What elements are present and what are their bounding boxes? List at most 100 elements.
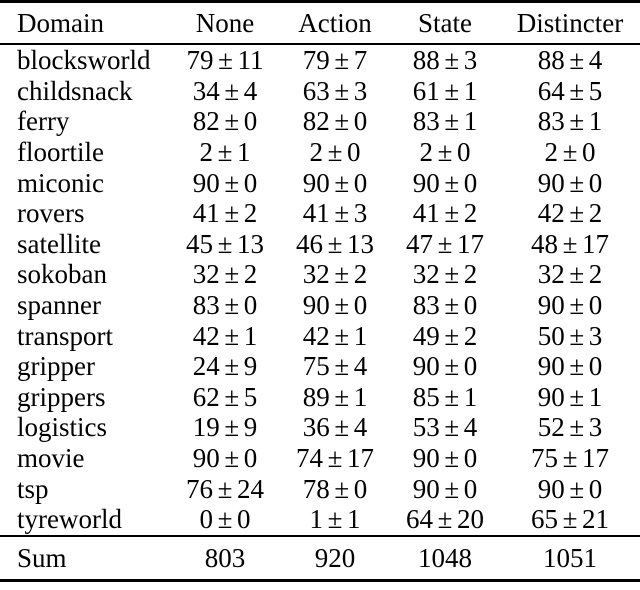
table-row: gripper 24 ±9 75 ±4 90 ±0 90 ±0 (0, 351, 640, 382)
sum-value-cell: 803 (204, 542, 246, 573)
value-cell: 74 ±17 (296, 443, 374, 474)
table-row: blocksworld 79 ±11 79 ±7 88 ±3 88 ±4 (0, 44, 640, 76)
value-cell: 0 ±0 (199, 504, 251, 535)
sum-value-cell: 1048 (418, 542, 472, 573)
sum-row: Sum 803 920 1048 1051 (0, 535, 640, 581)
column-header-distincter: Distincter (516, 8, 624, 38)
domain-cell: movie (17, 443, 85, 474)
table-row: spanner 83 ±0 90 ±0 83 ±0 90 ±0 (0, 290, 640, 321)
value-cell: 90 ±0 (412, 351, 478, 382)
value-cell: 34 ±4 (192, 75, 258, 106)
value-cell: 47 ±17 (406, 228, 484, 259)
domain-cell: tyreworld (17, 504, 122, 535)
value-cell: 48 ±17 (531, 228, 609, 259)
table-row: tyreworld 0 ±0 1 ±1 64 ±20 65 ±21 (0, 504, 640, 536)
column-header-none: None (195, 8, 255, 38)
value-cell: 32 ±2 (537, 259, 603, 290)
value-cell: 82 ±0 (302, 106, 368, 137)
table-row: transport 42 ±1 42 ±1 49 ±2 50 ±3 (0, 320, 640, 351)
table-row: logistics 19 ±9 36 ±4 53 ±4 52 ±3 (0, 412, 640, 443)
table-row: miconic 90 ±0 90 ±0 90 ±0 90 ±0 (0, 167, 640, 198)
domain-cell: gripper (17, 351, 95, 382)
value-cell: 2 ±1 (199, 137, 251, 168)
value-cell: 90 ±0 (192, 167, 258, 198)
value-cell: 83 ±0 (192, 290, 258, 321)
value-cell: 75 ±4 (302, 351, 368, 382)
value-cell: 90 ±0 (412, 167, 478, 198)
value-cell: 90 ±0 (302, 167, 368, 198)
value-cell: 32 ±2 (412, 259, 478, 290)
table-row: tsp 76 ±24 78 ±0 90 ±0 90 ±0 (0, 473, 640, 504)
value-cell: 90 ±0 (192, 443, 258, 474)
domain-cell: grippers (17, 381, 106, 412)
value-cell: 2 ±0 (309, 137, 361, 168)
sum-value-cell: 1051 (543, 542, 597, 573)
sum-label: Sum (17, 542, 67, 573)
value-cell: 79 ±11 (186, 45, 264, 76)
value-cell: 88 ±4 (537, 45, 603, 76)
domain-cell: floortile (17, 137, 104, 168)
value-cell: 63 ±3 (302, 75, 368, 106)
domain-cell: miconic (17, 167, 104, 198)
domain-cell: ferry (17, 106, 70, 137)
value-cell: 64 ±5 (537, 75, 603, 106)
domain-cell: rovers (17, 198, 85, 229)
value-cell: 90 ±0 (412, 443, 478, 474)
value-cell: 88 ±3 (412, 45, 478, 76)
value-cell: 83 ±1 (412, 106, 478, 137)
table-footer: Sum 803 920 1048 1051 (0, 535, 640, 581)
value-cell: 24 ±9 (192, 351, 258, 382)
domain-cell: satellite (17, 228, 101, 259)
domain-cell: logistics (17, 412, 108, 443)
value-cell: 45 ±13 (186, 228, 264, 259)
value-cell: 90 ±0 (302, 290, 368, 321)
value-cell: 36 ±4 (302, 412, 368, 443)
value-cell: 82 ±0 (192, 106, 258, 137)
value-cell: 42 ±2 (537, 198, 603, 229)
value-cell: 53 ±4 (412, 412, 478, 443)
domain-cell: tsp (17, 473, 49, 504)
value-cell: 41 ±3 (302, 198, 368, 229)
domain-cell: blocksworld (17, 45, 151, 76)
value-cell: 83 ±0 (412, 290, 478, 321)
value-cell: 75 ±17 (531, 443, 609, 474)
value-cell: 2 ±0 (544, 137, 596, 168)
table-row: rovers 41 ±2 41 ±3 41 ±2 42 ±2 (0, 198, 640, 229)
value-cell: 79 ±7 (302, 45, 368, 76)
table-row: grippers 62 ±5 89 ±1 85 ±1 90 ±1 (0, 382, 640, 413)
table-row: ferry 82 ±0 82 ±0 83 ±1 83 ±1 (0, 106, 640, 137)
value-cell: 32 ±2 (302, 259, 368, 290)
value-cell: 41 ±2 (192, 198, 258, 229)
domain-cell: childsnack (17, 75, 133, 106)
table-row: satellite 45 ±13 46 ±13 47 ±17 48 ±17 (0, 229, 640, 260)
value-cell: 90 ±0 (537, 290, 603, 321)
column-header-state: State (418, 8, 472, 38)
table-row: childsnack 34 ±4 63 ±3 61 ±1 64 ±5 (0, 76, 640, 107)
value-cell: 52 ±3 (537, 412, 603, 443)
value-cell: 90 ±0 (537, 167, 603, 198)
value-cell: 90 ±0 (537, 473, 603, 504)
value-cell: 78 ±0 (302, 473, 368, 504)
sum-value-cell: 920 (314, 542, 356, 573)
value-cell: 76 ±24 (186, 473, 264, 504)
value-cell: 42 ±1 (302, 320, 368, 351)
value-cell: 32 ±2 (192, 259, 258, 290)
value-cell: 83 ±1 (537, 106, 603, 137)
value-cell: 41 ±2 (412, 198, 478, 229)
value-cell: 61 ±1 (412, 75, 478, 106)
value-cell: 19 ±9 (192, 412, 258, 443)
value-cell: 2 ±0 (419, 137, 471, 168)
value-cell: 64 ±20 (406, 504, 484, 535)
domain-cell: spanner (17, 290, 101, 321)
value-cell: 49 ±2 (412, 320, 478, 351)
value-cell: 65 ±21 (531, 504, 609, 535)
domain-cell: transport (17, 320, 113, 351)
value-cell: 90 ±1 (537, 381, 603, 412)
value-cell: 50 ±3 (537, 320, 603, 351)
table-body: blocksworld 79 ±11 79 ±7 88 ±3 88 ±4 childsn… (0, 44, 640, 536)
column-header-action: Action (298, 8, 372, 38)
value-cell: 90 ±0 (537, 351, 603, 382)
value-cell: 42 ±1 (192, 320, 258, 351)
